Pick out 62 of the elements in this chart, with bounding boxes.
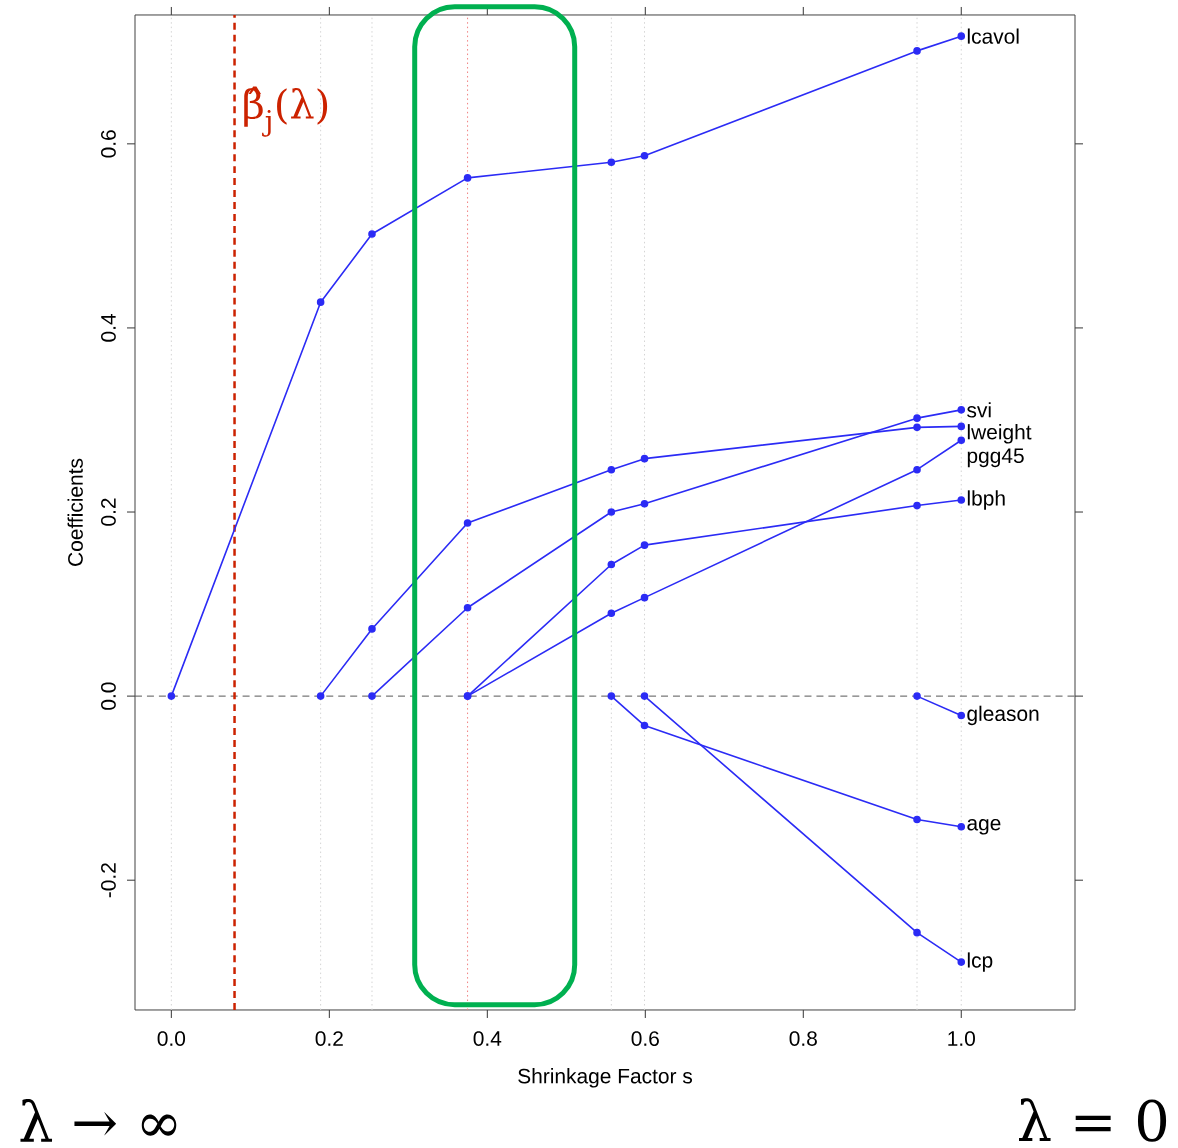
point xyxy=(640,692,649,700)
point xyxy=(607,560,616,569)
point xyxy=(913,692,921,700)
point xyxy=(640,593,649,602)
point xyxy=(957,406,966,414)
y-tick-label: 0.0 xyxy=(101,682,116,710)
point xyxy=(913,47,921,55)
point xyxy=(957,32,966,40)
point xyxy=(957,436,966,445)
point xyxy=(913,423,921,432)
text: λ → ∞ xyxy=(20,1099,177,1142)
point xyxy=(913,465,921,474)
point xyxy=(957,422,966,431)
ref-line-label: β̂$_{j}$(λ) xyxy=(244,86,328,137)
point xyxy=(167,692,176,700)
x-tick-label: 0.8 xyxy=(789,1031,817,1046)
x-tick-label: 1.0 xyxy=(948,1031,975,1046)
point xyxy=(640,454,649,463)
point xyxy=(957,958,966,966)
series-label: lcavol xyxy=(967,28,1019,44)
point xyxy=(316,298,325,306)
point xyxy=(607,508,616,516)
y-axis-title: Coefficients xyxy=(67,458,83,566)
point xyxy=(913,928,921,937)
point xyxy=(640,152,649,160)
point xyxy=(957,711,966,720)
point xyxy=(957,823,966,831)
point xyxy=(640,499,649,508)
point xyxy=(640,541,649,549)
x-tick-label: 0.4 xyxy=(473,1031,502,1046)
y-tick-label: 0.2 xyxy=(101,498,116,526)
point xyxy=(607,692,616,700)
point xyxy=(607,609,616,618)
y-tick-label: -0.2 xyxy=(101,863,116,898)
series-label: lweight xyxy=(967,424,1032,444)
point xyxy=(316,692,325,700)
series-label: lbph xyxy=(967,490,1005,510)
point xyxy=(607,158,616,167)
point xyxy=(913,815,921,824)
point xyxy=(368,625,376,633)
x-tick-label: 0.2 xyxy=(315,1031,343,1046)
x-tick-label: 0.0 xyxy=(157,1031,186,1046)
point xyxy=(463,174,472,182)
point xyxy=(607,465,616,474)
y-tick-label: 0.4 xyxy=(101,314,116,342)
point xyxy=(463,519,472,527)
series-label: age xyxy=(967,819,1001,835)
point xyxy=(640,721,649,730)
text: λ = 0 xyxy=(1019,1098,1167,1142)
point xyxy=(957,496,966,504)
point xyxy=(368,230,376,238)
point xyxy=(913,501,921,510)
point xyxy=(368,692,376,700)
y-tick-label: 0.6 xyxy=(101,130,116,158)
series-label: lcp xyxy=(967,952,993,972)
x-tick-label: 0.6 xyxy=(631,1031,659,1046)
point xyxy=(463,603,472,612)
series-label: pgg45 xyxy=(967,448,1024,468)
point xyxy=(913,414,921,422)
series-label: gleason xyxy=(967,705,1039,726)
x-axis-title: Shrinkage Factor s xyxy=(518,1068,693,1088)
series-label: svi xyxy=(967,402,991,418)
